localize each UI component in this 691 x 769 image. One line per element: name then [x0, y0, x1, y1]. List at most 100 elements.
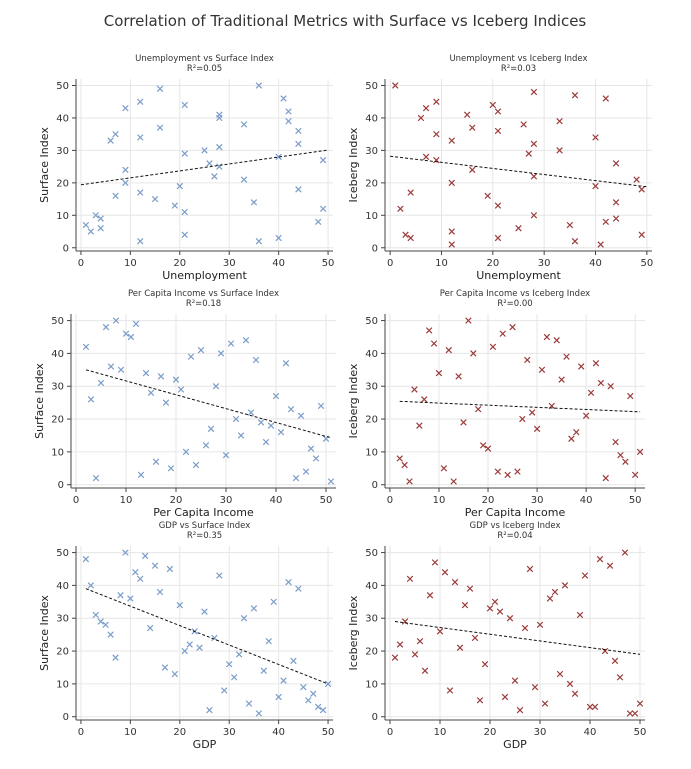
data-point: [122, 104, 129, 112]
y-tick-label: 20: [365, 178, 378, 189]
data-point: [82, 343, 90, 351]
data-point: [127, 595, 134, 602]
data-point: [541, 700, 549, 707]
x-tick-label: 30: [534, 727, 547, 738]
data-point: [612, 215, 620, 222]
data-point: [407, 234, 414, 242]
data-point: [262, 438, 270, 446]
y-tick-label: 0: [372, 243, 378, 254]
data-point: [172, 376, 180, 383]
data-point: [484, 445, 492, 452]
data-point: [506, 615, 514, 622]
data-point: [151, 195, 159, 203]
data-point: [156, 85, 164, 92]
data-point: [582, 412, 590, 419]
y-tick-label: 50: [51, 316, 64, 327]
data-point: [319, 205, 327, 213]
data-point: [221, 687, 228, 694]
data-point: [151, 562, 159, 569]
data-point: [152, 458, 160, 465]
trend-line: [80, 149, 329, 186]
data-point: [450, 478, 457, 485]
x-tick-label: 50: [322, 727, 335, 738]
x-tick-label: 0: [387, 727, 393, 738]
data-point: [122, 179, 129, 187]
data-point: [295, 127, 302, 135]
data-point: [147, 389, 155, 397]
y-tick-label: 30: [51, 382, 64, 393]
x-tick-label: 0: [78, 258, 84, 269]
data-point: [137, 238, 144, 245]
x-tick-label: 40: [589, 258, 602, 269]
x-tick-label: 40: [270, 495, 283, 506]
data-point: [602, 218, 610, 226]
x-axis-label: GDP: [503, 738, 527, 751]
x-tick-label: 40: [584, 727, 597, 738]
chart-title: GDP vs Iceberg Index: [470, 521, 561, 531]
y-tick-label: 20: [51, 415, 64, 426]
data-point: [112, 654, 119, 661]
data-point: [396, 455, 403, 462]
data-point: [97, 379, 105, 387]
data-point: [137, 575, 144, 583]
data-point: [416, 637, 424, 645]
data-point: [122, 330, 130, 337]
data-point: [255, 238, 263, 245]
data-point: [250, 199, 258, 206]
data-point: [166, 565, 174, 573]
data-point: [592, 182, 599, 190]
x-axis-label: Per Capita Income: [465, 506, 566, 519]
x-tick-label: 20: [173, 727, 186, 738]
data-point: [621, 549, 629, 556]
data-point: [440, 465, 448, 472]
data-point: [270, 598, 277, 606]
data-point: [137, 189, 144, 196]
data-point: [484, 192, 491, 200]
data-point: [433, 130, 440, 138]
data-point: [586, 703, 594, 711]
data-point: [546, 595, 554, 602]
data-point: [633, 176, 640, 183]
data-point: [636, 700, 644, 707]
data-point: [192, 461, 200, 469]
data-point: [536, 621, 544, 629]
data-point: [407, 189, 414, 196]
data-point: [232, 415, 240, 423]
data-point: [511, 677, 519, 684]
y-tick-label: 10: [56, 679, 69, 690]
data-point: [391, 654, 399, 661]
data-point: [127, 333, 135, 341]
x-axis-label: Unemployment: [162, 269, 247, 282]
chart-3: 0 10 20 30 40 50 0 10 20 30 40 50 Per Capita Income …: [33, 289, 336, 519]
data-point: [581, 572, 589, 579]
x-tick-label: 40: [580, 495, 593, 506]
data-point: [156, 124, 164, 131]
y-tick-label: 10: [51, 447, 64, 458]
data-point: [566, 680, 574, 688]
data-point: [92, 474, 100, 482]
data-point: [530, 173, 538, 180]
data-point: [314, 218, 322, 226]
data-point: [310, 690, 317, 697]
r-squared-label: R²=0.05: [187, 64, 222, 74]
data-point: [509, 323, 516, 331]
data-point: [182, 448, 190, 456]
x-tick-label: 0: [387, 495, 393, 506]
data-point: [201, 608, 208, 615]
chart-title: Per Capita Income vs Surface Index: [128, 289, 279, 299]
y-tick-label: 20: [365, 647, 378, 658]
data-point: [596, 555, 604, 563]
data-point: [280, 677, 287, 684]
data-point: [146, 624, 154, 632]
r-squared-label: R²=0.35: [187, 531, 222, 541]
y-tick-label: 10: [365, 211, 378, 222]
data-point: [489, 101, 497, 109]
data-point: [421, 396, 428, 403]
data-point: [181, 647, 188, 655]
data-point: [578, 363, 585, 370]
data-point: [417, 114, 425, 122]
data-point: [587, 389, 595, 397]
x-tick-label: 0: [78, 727, 84, 738]
trend-line: [85, 369, 332, 439]
data-point: [612, 199, 620, 206]
